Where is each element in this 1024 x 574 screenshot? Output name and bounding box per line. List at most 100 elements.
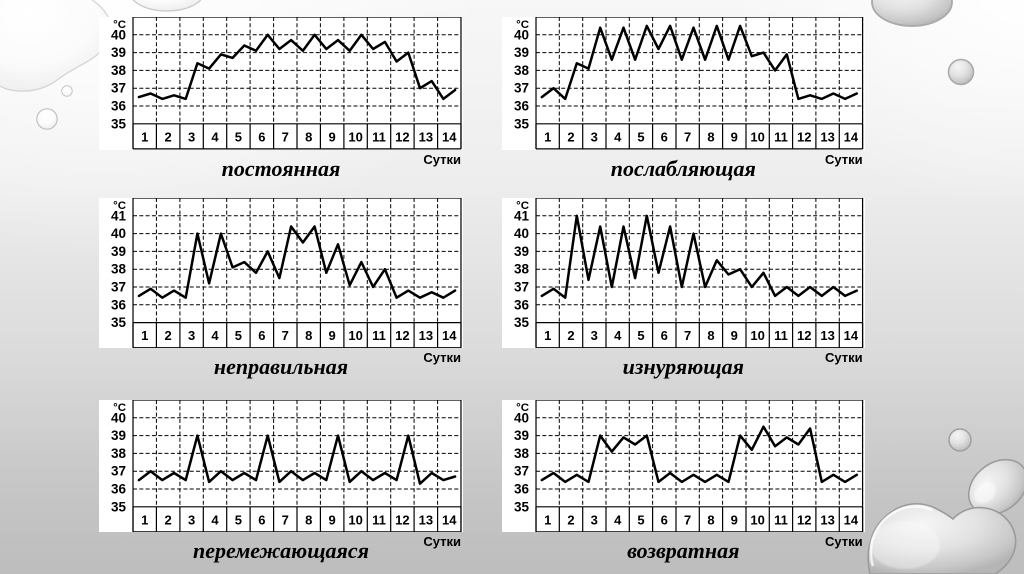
svg-text:8: 8 (707, 129, 714, 144)
svg-text:8: 8 (305, 129, 312, 144)
svg-text:8: 8 (305, 512, 312, 527)
svg-text:6: 6 (258, 328, 265, 343)
svg-text:38: 38 (111, 261, 126, 276)
svg-text:35: 35 (111, 499, 126, 514)
svg-text:°C: °C (516, 402, 529, 414)
svg-text:38: 38 (514, 63, 529, 78)
svg-text:5: 5 (235, 512, 242, 527)
svg-text:14: 14 (442, 512, 457, 527)
svg-text:4: 4 (614, 129, 622, 144)
svg-text:3: 3 (188, 129, 195, 144)
svg-text:4: 4 (614, 328, 622, 343)
svg-text:1: 1 (544, 512, 551, 527)
svg-text:8: 8 (707, 512, 714, 527)
svg-text:°C: °C (516, 19, 529, 31)
svg-text:37: 37 (514, 279, 529, 294)
svg-text:12: 12 (395, 129, 409, 144)
svg-text:37: 37 (514, 463, 529, 478)
svg-text:2: 2 (567, 328, 574, 343)
svg-text:4: 4 (614, 512, 622, 527)
svg-text:39: 39 (514, 45, 529, 60)
svg-text:11: 11 (372, 328, 386, 343)
svg-text:11: 11 (372, 512, 386, 527)
svg-text:9: 9 (731, 129, 738, 144)
svg-text:2: 2 (164, 328, 171, 343)
svg-text:10: 10 (348, 328, 362, 343)
svg-text:4: 4 (211, 328, 219, 343)
svg-text:7: 7 (282, 512, 289, 527)
svg-text:10: 10 (348, 129, 362, 144)
svg-text:6: 6 (661, 512, 668, 527)
svg-text:38: 38 (111, 445, 126, 460)
svg-text:40: 40 (111, 226, 126, 241)
svg-text:12: 12 (395, 328, 409, 343)
svg-text:2: 2 (164, 129, 171, 144)
svg-text:10: 10 (348, 512, 362, 527)
svg-text:8: 8 (305, 328, 312, 343)
svg-text:7: 7 (684, 512, 691, 527)
svg-text:3: 3 (188, 328, 195, 343)
svg-text:36: 36 (111, 98, 126, 113)
svg-text:14: 14 (442, 328, 457, 343)
svg-text:39: 39 (111, 243, 126, 258)
svg-text:38: 38 (514, 261, 529, 276)
svg-text:4: 4 (211, 512, 219, 527)
svg-text:40: 40 (514, 226, 529, 241)
svg-text:2: 2 (567, 129, 574, 144)
svg-text:2: 2 (567, 512, 574, 527)
svg-text:35: 35 (514, 499, 529, 514)
svg-text:5: 5 (235, 129, 242, 144)
svg-text:3: 3 (591, 512, 598, 527)
svg-text:°C: °C (113, 402, 126, 414)
svg-text:1: 1 (141, 129, 148, 144)
svg-text:7: 7 (684, 129, 691, 144)
svg-text:9: 9 (328, 512, 335, 527)
svg-text:36: 36 (111, 297, 126, 312)
svg-text:13: 13 (419, 512, 433, 527)
svg-text:38: 38 (111, 63, 126, 78)
svg-text:°C: °C (113, 19, 126, 31)
svg-text:13: 13 (419, 328, 433, 343)
svg-text:6: 6 (258, 512, 265, 527)
svg-text:5: 5 (637, 129, 644, 144)
svg-text:36: 36 (514, 98, 529, 113)
svg-text:36: 36 (111, 481, 126, 496)
svg-text:1: 1 (544, 129, 551, 144)
svg-text:11: 11 (774, 512, 788, 527)
svg-text:37: 37 (111, 463, 126, 478)
svg-text:35: 35 (514, 315, 529, 330)
svg-text:2: 2 (164, 512, 171, 527)
svg-text:3: 3 (591, 328, 598, 343)
svg-text:14: 14 (844, 129, 859, 144)
svg-text:37: 37 (514, 81, 529, 96)
svg-text:4: 4 (211, 129, 219, 144)
svg-text:9: 9 (328, 129, 335, 144)
svg-text:°C: °C (113, 200, 126, 212)
svg-text:39: 39 (111, 45, 126, 60)
svg-text:37: 37 (111, 81, 126, 96)
svg-text:35: 35 (111, 315, 126, 330)
svg-text:5: 5 (235, 328, 242, 343)
svg-text:13: 13 (820, 328, 834, 343)
svg-text:36: 36 (514, 481, 529, 496)
svg-text:10: 10 (750, 328, 764, 343)
svg-text:9: 9 (328, 328, 335, 343)
svg-text:9: 9 (731, 512, 738, 527)
svg-text:39: 39 (514, 428, 529, 443)
svg-text:10: 10 (750, 512, 764, 527)
svg-text:39: 39 (514, 243, 529, 258)
svg-text:5: 5 (637, 328, 644, 343)
svg-text:7: 7 (282, 129, 289, 144)
svg-text:38: 38 (514, 445, 529, 460)
svg-text:1: 1 (544, 328, 551, 343)
svg-text:11: 11 (774, 328, 788, 343)
svg-text:1: 1 (141, 328, 148, 343)
svg-text:37: 37 (111, 279, 126, 294)
svg-text:7: 7 (684, 328, 691, 343)
svg-text:10: 10 (750, 129, 764, 144)
svg-text:12: 12 (797, 129, 811, 144)
svg-text:11: 11 (774, 129, 788, 144)
svg-text:13: 13 (820, 129, 834, 144)
svg-text:6: 6 (661, 129, 668, 144)
svg-text:14: 14 (442, 129, 457, 144)
